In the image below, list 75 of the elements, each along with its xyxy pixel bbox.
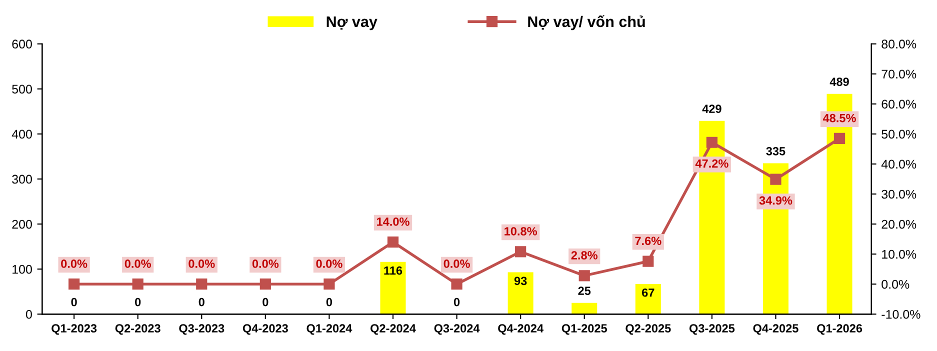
x-tick-label: Q4-2023	[242, 324, 288, 335]
data-label: 2.8%	[571, 251, 598, 260]
data-label: 0	[198, 298, 204, 306]
y2-tick-label: 0.0%	[882, 280, 910, 289]
x-tick-label: Q2-2023	[115, 324, 160, 335]
y2-tick-label: 80.0%	[882, 40, 916, 49]
data-label: 116	[384, 266, 402, 275]
data-label: 0	[262, 298, 268, 306]
y-tick-label: 600	[12, 40, 32, 49]
data-label: 14.0%	[377, 217, 410, 226]
data-label: 0	[326, 298, 332, 306]
y2-tick-label: 10.0%	[882, 250, 916, 259]
data-label: 67	[642, 288, 654, 297]
data-label: 335	[766, 146, 786, 156]
point	[770, 174, 782, 185]
y2-tick-label: 50.0%	[882, 130, 916, 139]
data-label: 48.5%	[822, 114, 856, 122]
bar	[508, 272, 534, 314]
bar	[635, 284, 661, 314]
bar	[572, 302, 598, 314]
point	[578, 270, 590, 282]
x-tick-label: Q4-2025	[753, 324, 798, 335]
x-tick-label: Q1-2026	[817, 324, 862, 335]
data-label: 93	[514, 276, 527, 286]
point	[515, 246, 526, 258]
data-label: 0.0%	[61, 260, 88, 268]
data-label: 0.0%	[444, 260, 470, 268]
y-tick-label: 200	[12, 220, 32, 229]
point	[324, 278, 335, 290]
y-tick-label: 0	[26, 310, 32, 319]
bar	[380, 262, 406, 314]
x-tick-label: Q3-2023	[179, 324, 224, 335]
x-tick-label: Q1-2024	[306, 324, 352, 335]
data-label: 0	[454, 298, 460, 306]
y2-tick-label: 60.0%	[882, 100, 916, 109]
point	[387, 236, 399, 248]
data-label: 0.0%	[188, 260, 215, 268]
data-label: 0	[135, 298, 141, 306]
point	[834, 132, 846, 144]
data-label: 0.0%	[316, 260, 342, 268]
point	[196, 278, 208, 290]
y2-tick-label: -10.0%	[882, 310, 920, 319]
x-tick-label: Q3-2025	[689, 324, 735, 335]
x-tick-label: Q4-2024	[498, 324, 544, 335]
data-label: 489	[830, 78, 849, 86]
y-tick-label: 500	[12, 84, 32, 94]
y-tick-label: 300	[12, 174, 32, 184]
point	[132, 278, 144, 290]
y-tick-label: 400	[12, 130, 32, 139]
x-tick-label: Q1-2023	[52, 324, 97, 335]
y2-tick-label: 20.0%	[882, 220, 916, 229]
x-tick-label: Q2-2025	[626, 324, 671, 335]
y-tick-label: 100	[12, 264, 32, 274]
y2-tick-label: 70.0%	[882, 70, 916, 79]
point	[68, 278, 80, 290]
x-tick-label: Q2-2024	[370, 324, 416, 335]
data-label: 47.2%	[695, 159, 728, 168]
data-label: 25	[578, 286, 591, 295]
data-label: 10.8%	[504, 227, 537, 236]
y2-tick-label: 30.0%	[882, 190, 916, 199]
data-label: 429	[702, 104, 722, 114]
x-tick-label: Q3-2024	[434, 324, 480, 335]
legend-label: Nợ vay/ vốn chủ	[528, 15, 645, 30]
legend-label: Nợ vay	[326, 16, 378, 30]
point	[706, 136, 718, 148]
x-tick-label: Q1-2025	[562, 324, 608, 335]
data-label: 0	[71, 298, 77, 306]
data-label: 34.9%	[759, 196, 792, 205]
point	[260, 278, 271, 290]
data-label: 0.0%	[252, 260, 279, 268]
data-label: 0.0%	[124, 260, 151, 268]
data-label: 7.6%	[635, 236, 662, 246]
point	[451, 278, 462, 290]
point	[642, 256, 654, 267]
y2-tick-label: 40.0%	[881, 160, 916, 169]
